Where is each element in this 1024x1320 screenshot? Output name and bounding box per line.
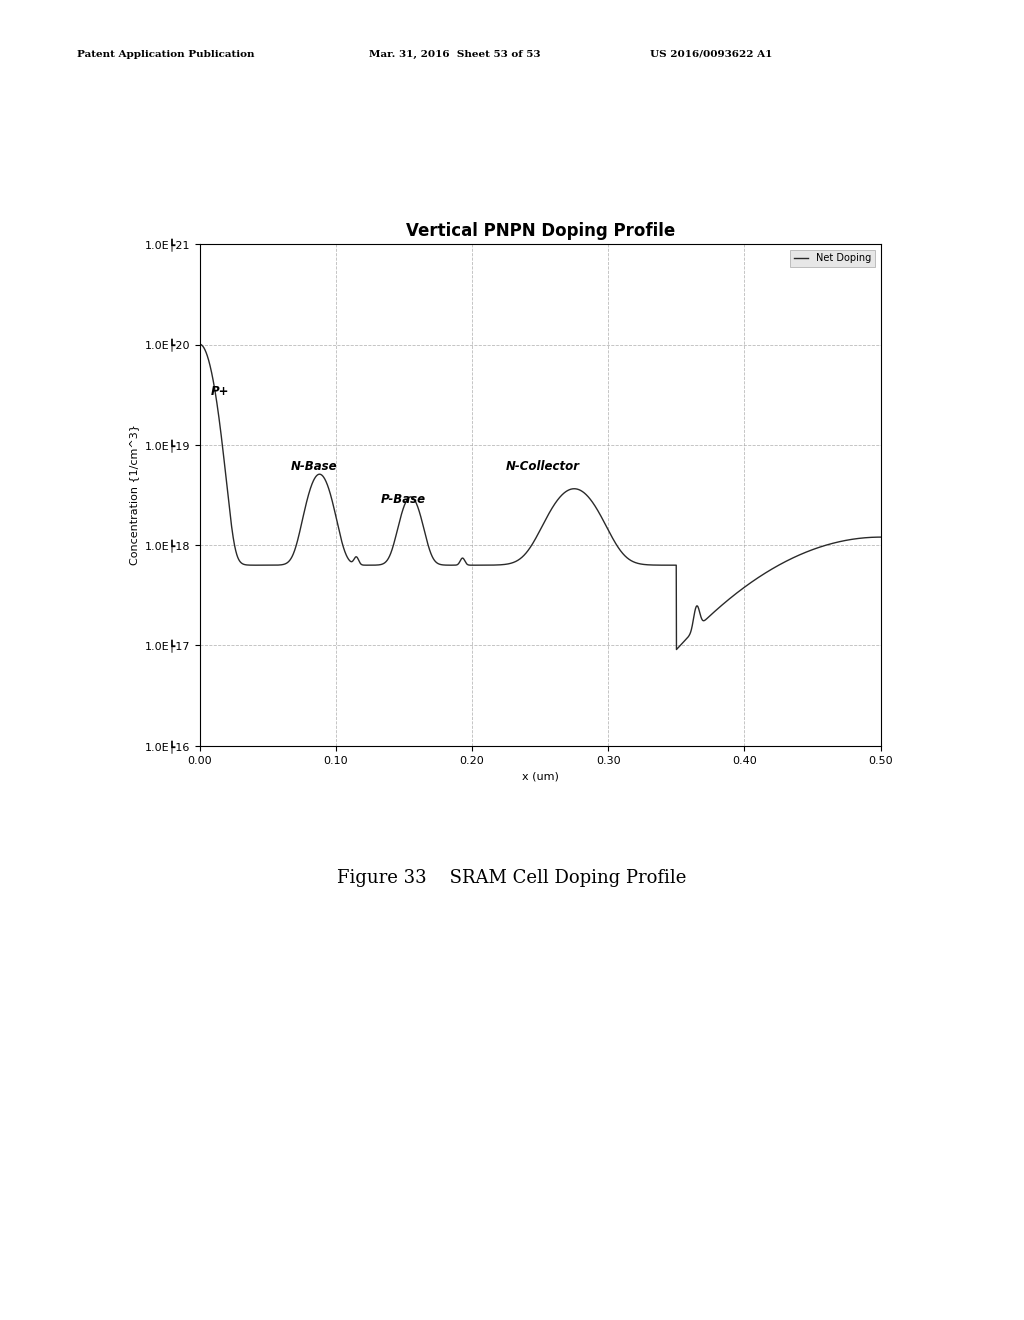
Title: Vertical PNPN Doping Profile: Vertical PNPN Doping Profile — [406, 222, 675, 240]
Net Doping — [194, 337, 206, 352]
Text: Patent Application Publication: Patent Application Publication — [77, 50, 254, 59]
Text: N-Collector: N-Collector — [506, 459, 581, 473]
Net Doping — [868, 529, 881, 545]
Net Doping — [882, 529, 894, 545]
Net Doping — [487, 557, 500, 573]
Y-axis label: Concentration {1/cm^3}: Concentration {1/cm^3} — [129, 425, 139, 565]
X-axis label: x (um): x (um) — [521, 771, 559, 781]
Text: P-Base: P-Base — [381, 494, 426, 506]
Line: Net Doping: Net Doping — [200, 345, 888, 649]
Text: P+: P+ — [211, 384, 229, 397]
Text: N-Base: N-Base — [291, 459, 338, 473]
Text: US 2016/0093622 A1: US 2016/0093622 A1 — [650, 50, 773, 59]
Text: Mar. 31, 2016  Sheet 53 of 53: Mar. 31, 2016 Sheet 53 of 53 — [369, 50, 540, 59]
Text: Figure 33    SRAM Cell Doping Profile: Figure 33 SRAM Cell Doping Profile — [337, 869, 687, 887]
Net Doping — [671, 642, 683, 657]
Legend: Net Doping: Net Doping — [790, 249, 876, 268]
Net Doping — [794, 546, 806, 562]
Net Doping — [272, 557, 285, 573]
Net Doping — [312, 466, 325, 482]
Net Doping — [458, 550, 470, 566]
